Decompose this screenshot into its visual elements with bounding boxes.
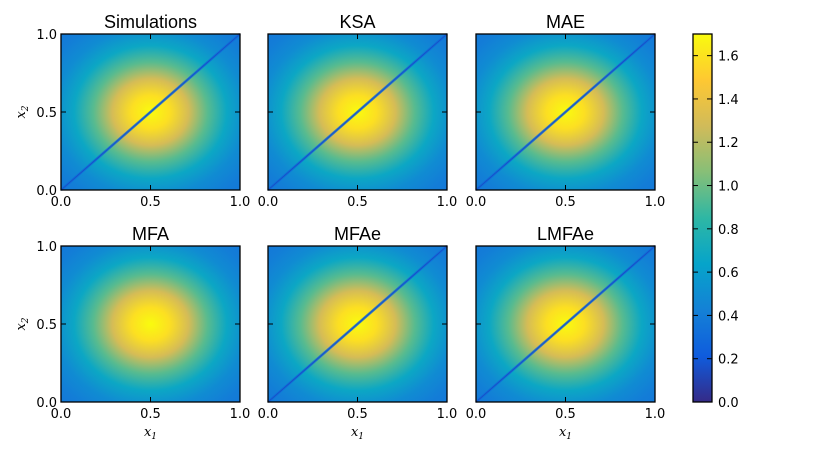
colorbar: 0.0 0.2 0.4 0.6 0.8 1.0 1.2 1.4 1.6 [692, 33, 739, 411]
colorbar-tick-label: 0.4 [718, 309, 739, 324]
panel-ksa: KSA 0.0 0.5 1.0 [258, 12, 458, 210]
x-axis-label-main: x [351, 425, 359, 440]
x-tick-label: 0.0 [51, 407, 72, 422]
y-axis-label-sub: 2 [21, 317, 31, 324]
y-tick-label: 0.0 [36, 396, 57, 411]
diagonal-core [267, 33, 448, 191]
y-tick-label: 1.0 [36, 28, 57, 43]
colorbar-tick-label: 1.6 [718, 50, 739, 65]
x-axis-label: x1 [144, 425, 157, 442]
x-axis-label-sub: 1 [358, 432, 364, 442]
panel-title: MFAe [334, 224, 381, 244]
colorbar-frame [692, 33, 713, 403]
x-tick-label: 1.0 [437, 195, 458, 210]
x-tick-label: 0.0 [258, 407, 279, 422]
diagonal-core [267, 245, 448, 403]
diagonal-core [475, 33, 656, 191]
x-tick-label: 0.0 [466, 407, 487, 422]
x-tick-label: 1.0 [230, 195, 251, 210]
x-axis-label: x1 [351, 425, 364, 442]
x-axis-label-sub: 1 [566, 432, 572, 442]
x-tick-label: 0.0 [51, 195, 72, 210]
x-tick-label: 1.0 [230, 407, 251, 422]
panel-lmfae: LMFAe 0.0 0.5 1.0 x1 [466, 224, 666, 442]
x-axis-label-main: x [559, 425, 567, 440]
x-axis-label: x1 [559, 425, 572, 442]
colorbar-tick-label: 1.4 [718, 93, 739, 108]
colorbar-tick-label: 1.0 [718, 180, 739, 195]
x-tick-label: 0.5 [347, 407, 368, 422]
x-tick-label: 0.5 [555, 407, 576, 422]
y-axis-label-sub: 2 [21, 105, 31, 112]
colorbar-tick-label: 0.6 [718, 266, 739, 281]
x-axis-label-main: x [144, 425, 152, 440]
y-axis-label: x2 [14, 105, 31, 118]
colorbar-tick-label: 0.0 [718, 396, 739, 411]
x-tick-label: 1.0 [437, 407, 458, 422]
y-tick-label: 1.0 [36, 240, 57, 255]
x-axis-label-sub: 1 [151, 432, 157, 442]
panel-title: KSA [339, 12, 375, 32]
heatmap [61, 246, 240, 402]
panel-mfae: MFAe 0.0 0.5 1.0 x1 [258, 224, 458, 442]
diagonal-core [475, 245, 656, 403]
x-tick-label: 0.5 [140, 407, 161, 422]
x-tick-label: 1.0 [645, 407, 666, 422]
colorbar-tick-label: 0.8 [718, 223, 739, 238]
colorbar-tick-label: 1.2 [718, 136, 739, 151]
x-tick-label: 0.5 [140, 195, 161, 210]
panel-title: MFA [132, 224, 169, 244]
panel-title: Simulations [104, 12, 197, 32]
panel-simulations: Simulations 0.0 0.5 1.0 0.0 0.5 1.0 x2 [14, 12, 250, 210]
panel-title: LMFAe [537, 224, 594, 244]
y-axis-label-main: x [14, 323, 29, 331]
colorbar-gradient [693, 34, 712, 402]
y-tick-label: 0.5 [36, 318, 57, 333]
y-tick-label: 0.0 [36, 184, 57, 199]
x-tick-label: 0.0 [258, 195, 279, 210]
x-tick-label: 0.5 [347, 195, 368, 210]
colorbar-tick-label: 0.2 [718, 353, 739, 368]
x-tick-label: 1.0 [645, 195, 666, 210]
diagonal-core [60, 33, 241, 191]
x-tick-label: 0.5 [555, 195, 576, 210]
y-axis-label-main: x [14, 111, 29, 119]
y-axis-label: x2 [14, 317, 31, 330]
x-tick-label: 0.0 [466, 195, 487, 210]
panel-title: MAE [546, 12, 585, 32]
y-tick-label: 0.5 [36, 106, 57, 121]
panel-mae: MAE 0.0 0.5 1.0 [466, 12, 666, 210]
